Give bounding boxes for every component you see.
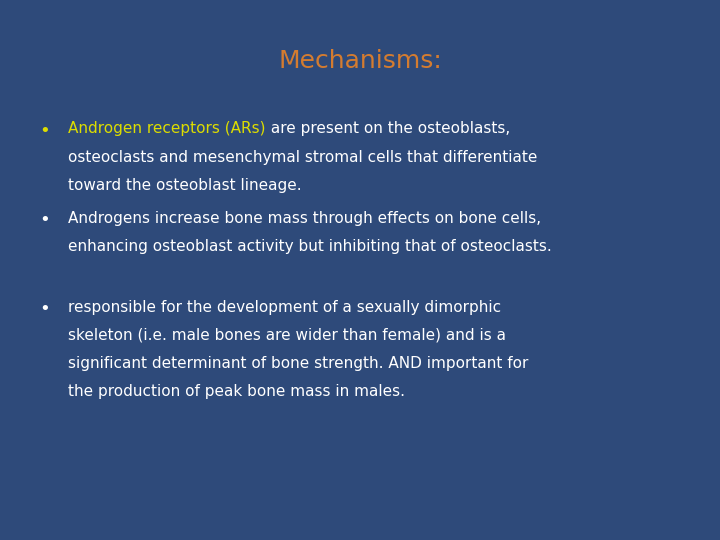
Text: •: • [40,300,50,318]
Text: Androgens increase bone mass through effects on bone cells,: Androgens increase bone mass through eff… [68,211,541,226]
Text: responsible for the development of a sexually dimorphic: responsible for the development of a sex… [68,300,502,315]
Text: osteoclasts and mesenchymal stromal cells that differentiate: osteoclasts and mesenchymal stromal cell… [68,150,538,165]
Text: the production of peak bone mass in males.: the production of peak bone mass in male… [68,384,405,399]
Text: are present on the osteoblasts,: are present on the osteoblasts, [266,122,510,137]
Text: enhancing osteoblast activity but inhibiting that of osteoclasts.: enhancing osteoblast activity but inhibi… [68,239,552,254]
Text: •: • [40,122,50,139]
Text: significant determinant of bone strength. AND important for: significant determinant of bone strength… [68,356,528,371]
Text: Mechanisms:: Mechanisms: [278,49,442,72]
Text: •: • [40,211,50,229]
Text: toward the osteoblast lineage.: toward the osteoblast lineage. [68,178,302,193]
Text: skeleton (i.e. male bones are wider than female) and is a: skeleton (i.e. male bones are wider than… [68,328,506,343]
Text: Androgen receptors (ARs): Androgen receptors (ARs) [68,122,266,137]
